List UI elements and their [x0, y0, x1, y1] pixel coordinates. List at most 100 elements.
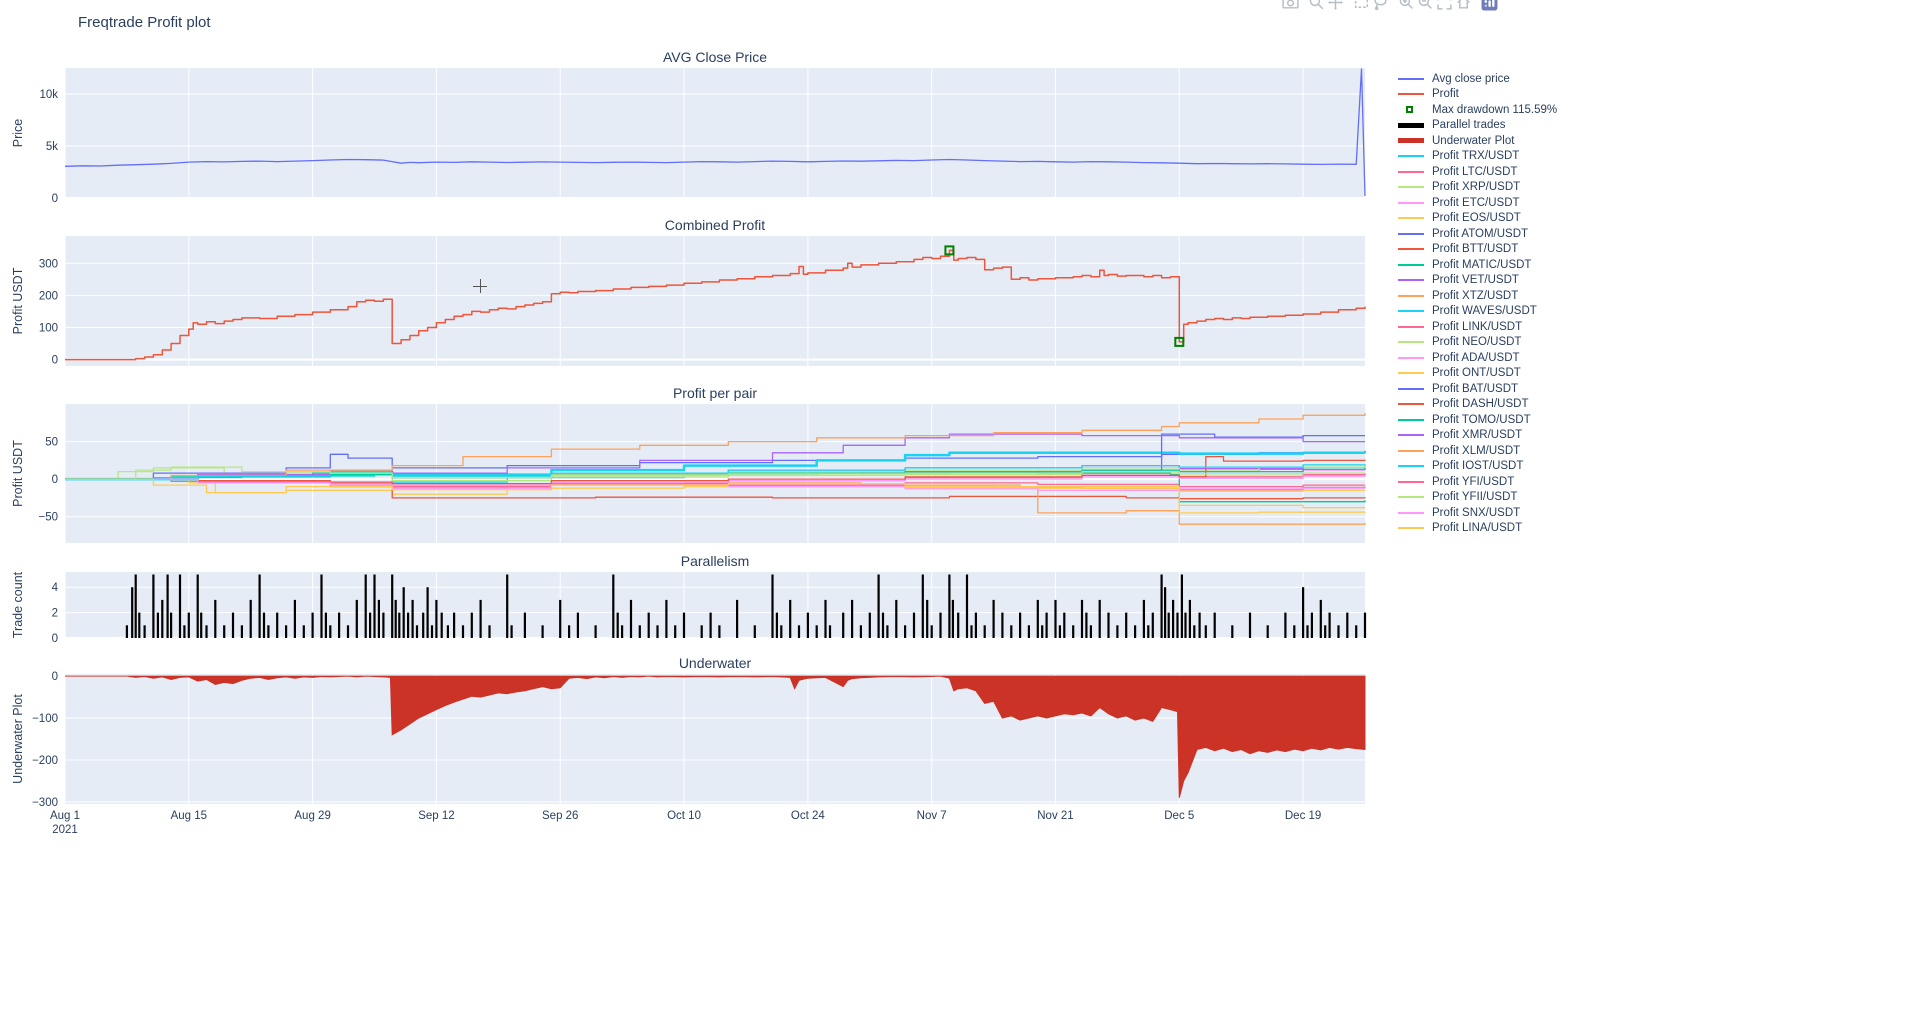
line-swatch-icon [1398, 356, 1424, 359]
legend-swatch [1398, 465, 1425, 468]
legend-item[interactable]: Profit LTC/USDT [1398, 164, 1557, 180]
legend-swatch [1398, 325, 1425, 328]
parallel-trades-bar [594, 625, 597, 638]
parallel-trades-bar [231, 612, 235, 638]
legend-item[interactable]: Profit [1398, 87, 1557, 103]
legend-label: Profit XTZ/USDT [1432, 289, 1519, 302]
legend-label: Profit EOS/USDT [1432, 212, 1521, 225]
legend-item[interactable]: Profit ADA/USDT [1398, 350, 1557, 366]
legend-item[interactable]: Profit BTT/USDT [1398, 242, 1557, 258]
legend-swatch [1398, 480, 1425, 483]
y-axis-title: Price [11, 119, 25, 148]
parallel-trades-bar [559, 599, 562, 638]
x-tick-label: Nov 7 [917, 810, 947, 822]
modebar-zoom-out-icon[interactable] [1417, 0, 1434, 11]
parallel-trades-bar [506, 574, 509, 638]
modebar-pan-icon[interactable] [1327, 0, 1344, 11]
legend-item[interactable]: Profit YFI/USDT [1398, 474, 1557, 490]
plot-background[interactable] [65, 68, 1365, 198]
parallel-trades-bar [1188, 599, 1191, 638]
line-swatch-icon [1398, 294, 1424, 297]
legend-item[interactable]: Profit IOST/USDT [1398, 459, 1557, 475]
parallel-trades-bar [1204, 625, 1207, 638]
parallel-trades-bar [394, 599, 397, 638]
legend-item[interactable]: Profit ONT/USDT [1398, 366, 1557, 382]
parallel-trades-bar [983, 625, 986, 638]
legend-item[interactable]: Max drawdown 115.59% [1398, 102, 1557, 118]
legend-swatch [1398, 93, 1425, 96]
legend-label: Profit XLM/USDT [1432, 444, 1521, 457]
y-tick-label: −100 [32, 713, 58, 725]
legend-item[interactable]: Profit XMR/USDT [1398, 428, 1557, 444]
legend-item[interactable]: Profit EOS/USDT [1398, 211, 1557, 227]
line-swatch-icon [1398, 480, 1424, 483]
legend-item[interactable]: Profit TRX/USDT [1398, 149, 1557, 165]
parallel-trades-bar [1164, 587, 1167, 638]
parallel-trades-bar [435, 599, 438, 638]
legend-item[interactable]: Profit ETC/USDT [1398, 195, 1557, 211]
legend-swatch [1398, 217, 1425, 220]
parallel-trades-bar [369, 612, 372, 638]
parallel-trades-bar [178, 574, 182, 638]
parallel-trades-bar [939, 612, 942, 638]
legend-item[interactable]: Profit VET/USDT [1398, 273, 1557, 289]
legend-item[interactable]: Profit NEO/USDT [1398, 335, 1557, 351]
modebar-zoom-in-icon[interactable] [1398, 0, 1415, 11]
parallel-trades-bar [293, 599, 296, 638]
legend-item[interactable]: Profit LINK/USDT [1398, 319, 1557, 335]
legend-item[interactable]: Profit SNX/USDT [1398, 505, 1557, 521]
y-tick-label: −200 [32, 755, 58, 767]
modebar-lasso-icon[interactable] [1372, 0, 1389, 11]
parallel-trades-bar [965, 574, 969, 638]
parallel-trades-bar [1193, 625, 1196, 638]
modebar-box-select-icon[interactable] [1353, 0, 1370, 11]
subplot-parallelism: 0 2 4 [52, 572, 1367, 645]
parallel-trades-bar [523, 612, 526, 638]
legend-label: Profit TRX/USDT [1432, 150, 1520, 163]
parallel-trades-bar [638, 625, 641, 638]
parallel-trades-bar [407, 612, 410, 638]
legend-item[interactable]: Profit ATOM/USDT [1398, 226, 1557, 242]
legend-item[interactable]: Parallel trades [1398, 118, 1557, 134]
legend-label: Profit IOST/USDT [1432, 460, 1524, 473]
legend-swatch [1398, 387, 1425, 390]
parallel-trades-bar [797, 625, 801, 638]
parallel-trades-bar [240, 625, 243, 638]
line-swatch-icon [1398, 372, 1424, 375]
parallel-trades-bar [324, 612, 327, 638]
legend-item[interactable]: Profit XTZ/USDT [1398, 288, 1557, 304]
legend-label: Profit NEO/USDT [1432, 336, 1522, 349]
modebar-zoom-icon[interactable] [1308, 0, 1325, 11]
modebar-plotly-logo-icon[interactable] [1481, 0, 1498, 11]
parallel-trades-bar [815, 625, 818, 638]
legend-label: Profit LINK/USDT [1432, 320, 1523, 333]
modebar-group [1398, 0, 1472, 11]
legend-item[interactable]: Profit MATIC/USDT [1398, 257, 1557, 273]
legend-swatch [1398, 496, 1425, 499]
legend-item[interactable]: Profit YFII/USDT [1398, 490, 1557, 506]
parallel-trades-bar [616, 612, 619, 638]
legend-item[interactable]: Profit WAVES/USDT [1398, 304, 1557, 320]
modebar-camera-icon[interactable] [1282, 0, 1299, 11]
modebar-reset-axes-icon[interactable] [1455, 0, 1472, 11]
legend-item[interactable]: Profit XLM/USDT [1398, 443, 1557, 459]
legend-item[interactable]: Profit BAT/USDT [1398, 381, 1557, 397]
legend-item[interactable]: Underwater Plot [1398, 133, 1557, 149]
parallel-trades-bar [166, 574, 169, 638]
legend-item[interactable]: Profit DASH/USDT [1398, 397, 1557, 413]
parallel-trades-bar [951, 599, 954, 638]
legend-item[interactable]: Profit LINA/USDT [1398, 521, 1557, 537]
y-axis-title: Trade count [11, 571, 25, 638]
parallel-trades-bar [1001, 612, 1004, 638]
legend-item[interactable]: Avg close price [1398, 71, 1557, 87]
parallel-trades-bar [842, 612, 845, 638]
parallel-trades-bar [131, 587, 134, 638]
parallel-trades-bar [851, 599, 854, 638]
chart-area[interactable]: 0 5k 10k AVG Close Price Price 0 100 200 300 Comb… [0, 0, 1560, 855]
legend-item[interactable]: Profit TOMO/USDT [1398, 412, 1557, 428]
modebar [1282, 0, 1507, 11]
legend-item[interactable]: Profit XRP/USDT [1398, 180, 1557, 196]
parallel-trades-bar [1045, 612, 1048, 638]
plot-background[interactable] [65, 236, 1365, 366]
